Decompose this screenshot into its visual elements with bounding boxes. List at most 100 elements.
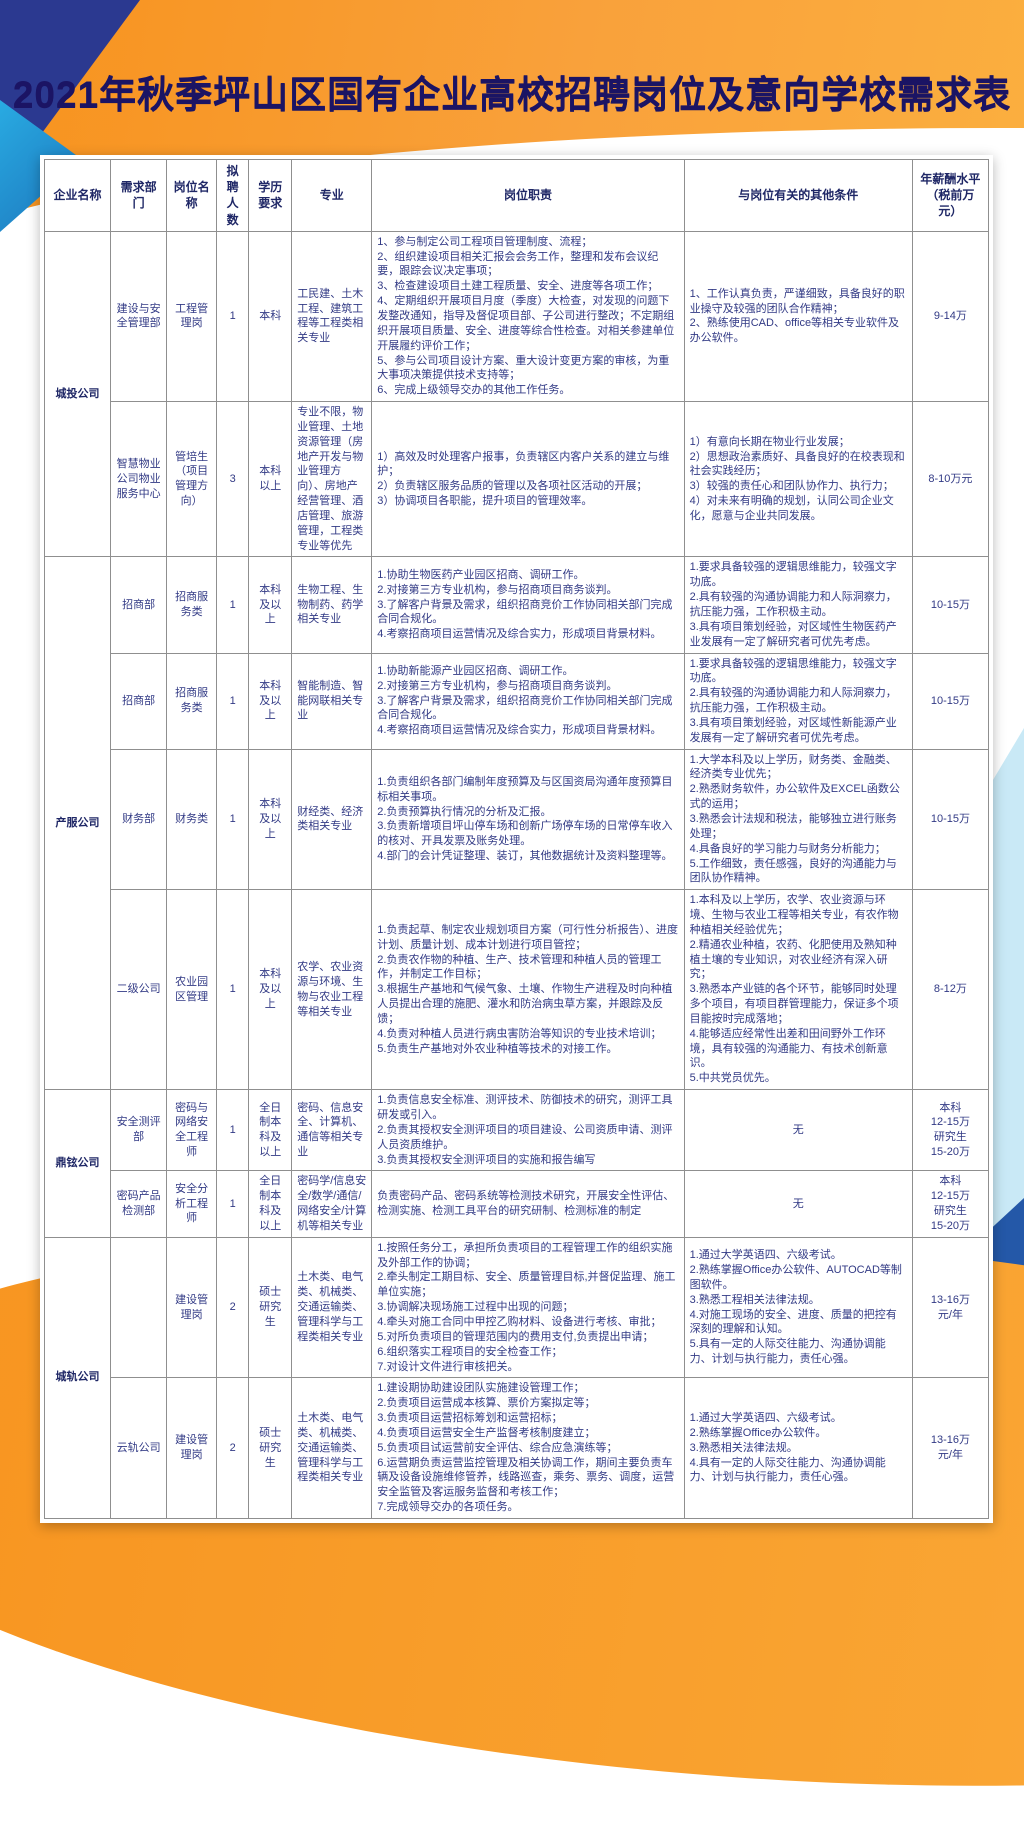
header-major: 专业 xyxy=(291,159,373,232)
cell-position: 招商服务类 xyxy=(166,556,218,654)
table-row: 城轨公司 建设管理岗 2 硕士研究生 土木类、电气类、机械类、交通运输类、管理科… xyxy=(43,1236,990,1519)
table-row: 产服公司 招商部 招商服务类 1 本科及以上 生物工程、生物制药、药学相关专业 … xyxy=(43,556,990,1091)
cell-dept xyxy=(110,1236,168,1379)
cell-salary: 9-14万 xyxy=(911,230,990,403)
header-education: 学历 要求 xyxy=(248,159,293,232)
cell-position: 安全分析工程师 xyxy=(166,1170,218,1238)
cell-position: 建设管理岗 xyxy=(166,1377,218,1519)
table-header-row: 企业名称 需求部门 岗位名称 拟聘 人数 学历 要求 专业 岗位职责 与岗位有关… xyxy=(43,159,990,232)
cell-duties: 1.按照任务分工，承担所负责项目的工程管理工作的组织实施及外部工作的协调； 2.… xyxy=(371,1236,685,1379)
cell-education: 本科 xyxy=(248,230,293,403)
cell-salary: 10-15万 xyxy=(911,652,990,750)
cell-education: 本科及以上 xyxy=(248,556,293,654)
cell-dept: 招商部 xyxy=(110,652,168,750)
cell-position: 农业园区管理 xyxy=(166,889,218,1091)
cell-duties: 1.建设期协助建设团队实施建设管理工作； 2.负责项目运营成本核算、票价方案拟定… xyxy=(371,1377,685,1519)
cell-dept: 二级公司 xyxy=(110,889,168,1091)
table-row: 二级公司 农业园区管理 1 本科及以上 农学、农业资源与环境、生物与农业工程等相… xyxy=(45,889,990,1091)
table-row: 密码产品检测部 安全分析工程师 1 全日制本科及以上 密码学/信息安全/数学/通… xyxy=(45,1170,990,1238)
table-row: 财务部 财务类 1 本科及以上 财经类、经济类相关专业 1.负责组织各部门编制年… xyxy=(45,748,990,891)
cell-conditions: 无 xyxy=(683,1170,913,1238)
cell-count: 2 xyxy=(216,1377,250,1519)
cell-major: 智能制造、智能网联相关专业 xyxy=(291,652,373,750)
cell-count: 1 xyxy=(216,748,250,891)
cell-conditions: 1.通过大学英语四、六级考试。 2.熟练掌握Office办公软件、AUTOCAD… xyxy=(683,1236,913,1379)
cell-education: 硕士研究生 xyxy=(248,1377,293,1519)
cell-salary: 13-16万 元/年 xyxy=(911,1377,990,1519)
cell-salary: 8-10万元 xyxy=(911,401,990,558)
cell-duties: 1.负责组织各部门编制年度预算及与区国资局沟通年度预算目标相关事项。 2.负责预… xyxy=(371,748,685,891)
header-duties: 岗位职责 xyxy=(371,159,685,232)
cell-dept: 财务部 xyxy=(110,748,168,891)
header-conditions: 与岗位有关的其他条件 xyxy=(683,159,913,232)
cell-conditions: 1.要求具备较强的逻辑思维能力，较强文字功底。 2.具有较强的沟通协调能力和人际… xyxy=(683,652,913,750)
recruitment-table-card: 企业名称 需求部门 岗位名称 拟聘 人数 学历 要求 专业 岗位职责 与岗位有关… xyxy=(40,155,993,1523)
cell-major: 土木类、电气类、机械类、交通运输类、管理科学与工程类相关专业 xyxy=(291,1377,373,1519)
cell-count: 1 xyxy=(216,652,250,750)
cell-count: 1 xyxy=(216,1089,250,1172)
cell-duties: 负责密码产品、密码系统等检测技术研究，开展安全性评估、检测实施、检测工具平台的研… xyxy=(371,1170,685,1238)
cell-count: 1 xyxy=(216,1170,250,1238)
cell-duties: 1.负责信息安全标准、测评技术、防御技术的研究，测评工具研发或引入。 2.负责其… xyxy=(371,1089,685,1172)
cell-dept: 安全测评部 xyxy=(110,1089,168,1172)
cell-duties: 1.负责起草、制定农业规划项目方案（可行性分析报告）、进度计划、质量计划、成本计… xyxy=(371,889,685,1091)
cell-major: 财经类、经济类相关专业 xyxy=(291,748,373,891)
header-dept: 需求部门 xyxy=(110,159,168,232)
cell-education: 全日制本科及以上 xyxy=(248,1089,293,1172)
cell-duties: 1.协助新能源产业园区招商、调研工作。 2.对接第三方专业机构，参与招商项目商务… xyxy=(371,652,685,750)
cell-position: 招商服务类 xyxy=(166,652,218,750)
cell-dept: 云轨公司 xyxy=(110,1377,168,1519)
cell-conditions: 无 xyxy=(683,1089,913,1172)
cell-major: 密码学/信息安全/数学/通信/网络安全/计算机等相关专业 xyxy=(291,1170,373,1238)
cell-education: 全日制本科及以上 xyxy=(248,1170,293,1238)
cell-conditions: 1.通过大学英语四、六级考试。 2.熟练掌握Office办公软件。 3.熟悉相关… xyxy=(683,1377,913,1519)
header-salary: 年薪酬水平 （税前万元） xyxy=(911,159,990,232)
cell-conditions: 1.要求具备较强的逻辑思维能力，较强文字功底。 2.具有较强的沟通协调能力和人际… xyxy=(683,556,913,654)
cell-count: 2 xyxy=(216,1236,250,1379)
cell-education: 本科及以上 xyxy=(248,889,293,1091)
cell-company: 城轨公司 xyxy=(43,1236,112,1519)
table-row: 云轨公司 建设管理岗 2 硕士研究生 土木类、电气类、机械类、交通运输类、管理科… xyxy=(45,1377,990,1519)
cell-conditions: 1）有意向长期在物业行业发展； 2）思想政治素质好、具备良好的在校表现和社会实践… xyxy=(683,401,913,558)
cell-salary: 本科 12-15万 研究生 15-20万 xyxy=(911,1089,990,1172)
cell-company: 产服公司 xyxy=(43,556,112,1091)
cell-dept: 密码产品检测部 xyxy=(110,1170,168,1238)
cell-company: 鼎铉公司 xyxy=(43,1089,112,1238)
cell-position: 建设管理岗 xyxy=(166,1236,218,1379)
cell-major: 土木类、电气类、机械类、交通运输类、管理科学与工程类相关专业 xyxy=(291,1236,373,1379)
cell-company: 城投公司 xyxy=(43,230,112,558)
cell-major: 密码、信息安全、计算机、通信等相关专业 xyxy=(291,1089,373,1172)
cell-count: 3 xyxy=(216,401,250,558)
cell-duties: 1、参与制定公司工程项目管理制度、流程； 2、组织建设项目相关汇报会会务工作，整… xyxy=(371,230,685,403)
cell-salary: 本科 12-15万 研究生 15-20万 xyxy=(911,1170,990,1238)
cell-position: 工程管理岗 xyxy=(166,230,218,403)
cell-conditions: 1.大学本科及以上学历，财务类、金融类、经济类专业优先； 2.熟悉财务软件，办公… xyxy=(683,748,913,891)
cell-count: 1 xyxy=(216,556,250,654)
recruitment-table: 企业名称 需求部门 岗位名称 拟聘 人数 学历 要求 专业 岗位职责 与岗位有关… xyxy=(43,159,990,1519)
cell-salary: 13-16万 元/年 xyxy=(911,1236,990,1379)
cell-salary: 10-15万 xyxy=(911,556,990,654)
cell-position: 管培生（项目管理方向） xyxy=(166,401,218,558)
cell-duties: 1）高效及时处理客户报事，负责辖区内客户关系的建立与维护； 2）负责辖区服务品质… xyxy=(371,401,685,558)
table-row: 城投公司 建设与安全管理部 工程管理岗 1 本科 工民建、土木工程、建筑工程等工… xyxy=(43,230,990,558)
cell-count: 1 xyxy=(216,230,250,403)
cell-salary: 8-12万 xyxy=(911,889,990,1091)
cell-major: 生物工程、生物制药、药学相关专业 xyxy=(291,556,373,654)
cell-position: 密码与网络安全工程师 xyxy=(166,1089,218,1172)
page-title: 2021年秋季坪山区国有企业高校招聘岗位及意向学校需求表 xyxy=(12,74,1012,115)
cell-major: 专业不限，物业管理、土地资源管理（房地产开发与物业管理方向）、房地产经营管理、酒… xyxy=(291,401,373,558)
header-count: 拟聘 人数 xyxy=(216,159,250,232)
cell-education: 本科以上 xyxy=(248,401,293,558)
cell-duties: 1.协助生物医药产业园区招商、调研工作。 2.对接第三方专业机构，参与招商项目商… xyxy=(371,556,685,654)
table-row: 智慧物业公司物业服务中心 管培生（项目管理方向） 3 本科以上 专业不限，物业管… xyxy=(45,401,990,558)
header-position: 岗位名称 xyxy=(166,159,218,232)
cell-dept: 招商部 xyxy=(110,556,168,654)
cell-position: 财务类 xyxy=(166,748,218,891)
cell-major: 农学、农业资源与环境、生物与农业工程等相关专业 xyxy=(291,889,373,1091)
cell-count: 1 xyxy=(216,889,250,1091)
table-row: 招商部 招商服务类 1 本科及以上 智能制造、智能网联相关专业 1.协助新能源产… xyxy=(45,652,990,750)
table-row: 鼎铉公司 安全测评部 密码与网络安全工程师 1 全日制本科及以上 密码、信息安全… xyxy=(43,1089,990,1238)
cell-major: 工民建、土木工程、建筑工程等工程类相关专业 xyxy=(291,230,373,403)
cell-salary: 10-15万 xyxy=(911,748,990,891)
cell-dept: 建设与安全管理部 xyxy=(110,230,168,403)
